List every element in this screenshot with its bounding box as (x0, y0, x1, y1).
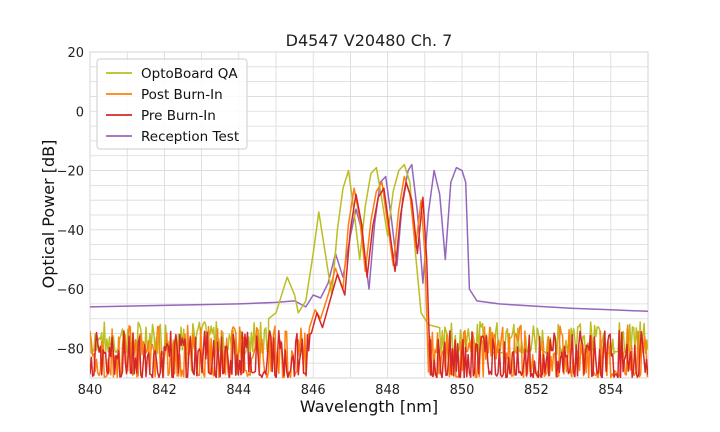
series-line-pre-burn-in (90, 181, 648, 378)
series-line-post-burn-in (90, 175, 648, 378)
x-tick-label: 850 (450, 383, 475, 398)
legend-box (96, 58, 248, 150)
legend-label: Pre Burn-In (141, 108, 216, 124)
y-axis-label: Optical Power [dB] (39, 140, 58, 289)
series-line-optoboard-qa (90, 163, 648, 356)
x-tick-label: 852 (524, 383, 549, 398)
legend: OptoBoard QA Post Burn-In Pre Burn-In Recep… (96, 58, 248, 150)
y-tick-label: 0 (76, 105, 84, 120)
x-tick-label: 842 (152, 383, 177, 398)
legend-label: Reception Test (141, 129, 239, 145)
legend-label: OptoBoard QA (141, 66, 238, 82)
x-axis-ticks: 840 842 844 846 848 850 852 854 (78, 383, 624, 398)
x-tick-label: 840 (78, 383, 103, 398)
y-axis-ticks: 20 0 −20 −40 −60 −80 (57, 46, 84, 357)
chart-title: D4547 V20480 Ch. 7 (286, 31, 453, 50)
y-tick-label: −80 (57, 342, 84, 357)
x-tick-label: 848 (375, 383, 400, 398)
y-tick-label: −40 (57, 224, 84, 239)
x-axis-label: Wavelength [nm] (300, 397, 438, 416)
y-tick-label: −20 (57, 165, 84, 180)
legend-label: Post Burn-In (141, 87, 223, 103)
x-tick-label: 854 (598, 383, 623, 398)
series-layer (90, 163, 648, 378)
series-line-reception-test (90, 163, 648, 313)
x-tick-label: 844 (226, 383, 251, 398)
x-tick-label: 846 (301, 383, 326, 398)
y-tick-label: 20 (67, 46, 84, 61)
y-tick-label: −60 (57, 283, 84, 298)
